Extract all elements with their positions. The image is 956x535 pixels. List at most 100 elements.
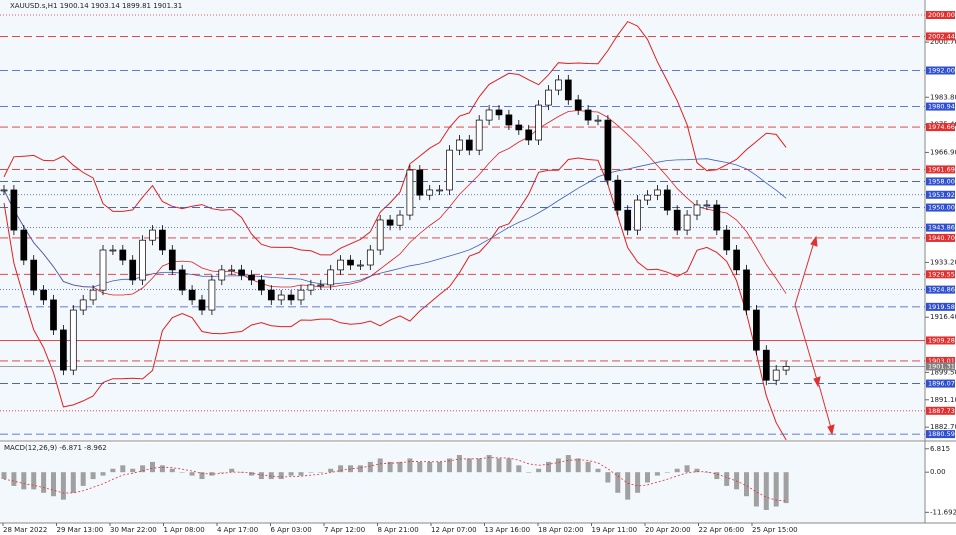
candle bbox=[129, 259, 137, 281]
level-tag-label: 1929.55 bbox=[928, 270, 955, 278]
y-tick-label: 1916.40 bbox=[930, 313, 956, 321]
candle bbox=[465, 139, 473, 151]
arrow-head bbox=[827, 424, 835, 436]
x-tick-label: 6 Apr 03:00 bbox=[271, 526, 312, 534]
macd-bar bbox=[714, 472, 720, 480]
macd-bar bbox=[90, 472, 96, 480]
candle bbox=[723, 229, 731, 251]
candle bbox=[762, 349, 770, 381]
macd-bar bbox=[51, 472, 56, 497]
macd-bar bbox=[169, 468, 175, 473]
x-tick-label: 12 Apr 07:00 bbox=[431, 526, 477, 534]
candle bbox=[634, 199, 641, 231]
candle bbox=[30, 259, 38, 291]
macd-bar bbox=[704, 472, 710, 473]
level-tag-label: 1924.86 bbox=[928, 286, 955, 294]
macd-bar bbox=[496, 458, 502, 473]
macd-bar bbox=[585, 461, 591, 473]
candle bbox=[753, 309, 760, 351]
candle bbox=[604, 119, 612, 181]
macd-bar bbox=[724, 472, 730, 486]
level-tag bbox=[926, 190, 955, 199]
macd-bar bbox=[615, 472, 621, 493]
macd-bar bbox=[377, 458, 383, 473]
candle bbox=[446, 149, 453, 191]
candle bbox=[416, 169, 424, 196]
macd-bar bbox=[506, 458, 512, 473]
macd-bar bbox=[150, 461, 155, 473]
level-tag-label: 1992.00 bbox=[928, 66, 955, 74]
macd-bar bbox=[546, 461, 551, 473]
candle bbox=[109, 249, 117, 252]
macd-bar bbox=[120, 465, 126, 473]
x-tick-label: 4 Apr 17:00 bbox=[217, 526, 258, 534]
macd-bar bbox=[456, 455, 462, 473]
candle bbox=[545, 89, 552, 106]
macd-bar bbox=[654, 472, 660, 476]
candle bbox=[564, 79, 572, 101]
level-tag bbox=[926, 379, 955, 388]
macd-bar bbox=[100, 472, 106, 476]
level-tag bbox=[926, 165, 955, 174]
y-tick-label: 1891.10 bbox=[930, 396, 956, 404]
x-tick-label: 19 Apr 11:00 bbox=[592, 526, 638, 534]
candle bbox=[406, 169, 414, 216]
candle bbox=[168, 249, 176, 271]
macd-bar bbox=[130, 468, 136, 473]
level-tag bbox=[926, 336, 955, 345]
candle bbox=[475, 119, 483, 151]
macd-bar bbox=[664, 472, 670, 473]
candle bbox=[495, 109, 503, 116]
macd-bar bbox=[744, 472, 749, 497]
candle bbox=[743, 269, 750, 311]
candle bbox=[386, 219, 394, 226]
x-tick-label: 8 Apr 21:00 bbox=[378, 526, 419, 534]
macd-bar bbox=[625, 472, 631, 500]
macd-bar bbox=[328, 468, 334, 473]
arrow bbox=[794, 304, 818, 381]
macd-bar bbox=[427, 461, 433, 473]
x-tick-label: 20 Apr 20:00 bbox=[645, 526, 691, 534]
arrow bbox=[818, 384, 832, 429]
candle bbox=[198, 299, 206, 311]
y-tick-label: 1966.90 bbox=[930, 148, 956, 156]
candle bbox=[238, 269, 245, 276]
macd-bar bbox=[387, 461, 393, 473]
candle bbox=[347, 259, 354, 266]
level-tag-label: 1901.31 bbox=[928, 362, 955, 370]
level-tag bbox=[926, 66, 955, 75]
level-tag bbox=[926, 270, 955, 279]
level-tag bbox=[926, 406, 955, 415]
macd-bar bbox=[595, 468, 601, 473]
macd-bar bbox=[466, 458, 472, 473]
level-tag-label: 1961.69 bbox=[928, 165, 955, 173]
macd-bar bbox=[783, 472, 789, 504]
candle bbox=[228, 269, 236, 272]
level-tag bbox=[926, 11, 955, 20]
candle bbox=[50, 299, 57, 331]
candle bbox=[693, 204, 701, 216]
chart-header: XAUUSD.s,H1 1900.14 1903.14 1899.81 1901… bbox=[10, 2, 182, 10]
macd-bar bbox=[486, 455, 492, 473]
macd-bar bbox=[763, 472, 769, 510]
candle bbox=[139, 239, 146, 281]
level-tag bbox=[926, 356, 955, 365]
candle bbox=[436, 189, 443, 192]
candle bbox=[10, 189, 18, 231]
candle bbox=[782, 366, 790, 371]
candle bbox=[60, 329, 67, 371]
level-tag bbox=[926, 123, 955, 132]
macd-header: MACD(12,26,9) -6.871 -8.962 bbox=[4, 444, 107, 452]
macd-bar bbox=[278, 472, 284, 480]
candle bbox=[297, 289, 305, 301]
macd-bar bbox=[60, 472, 66, 500]
candle bbox=[525, 129, 533, 141]
macd-bar bbox=[219, 472, 225, 473]
level-tag-label: 1896.07 bbox=[928, 380, 955, 388]
candle bbox=[614, 179, 622, 211]
macd-bar bbox=[417, 461, 423, 473]
level-tag bbox=[926, 285, 955, 294]
candle bbox=[574, 99, 582, 111]
candle bbox=[218, 269, 226, 281]
